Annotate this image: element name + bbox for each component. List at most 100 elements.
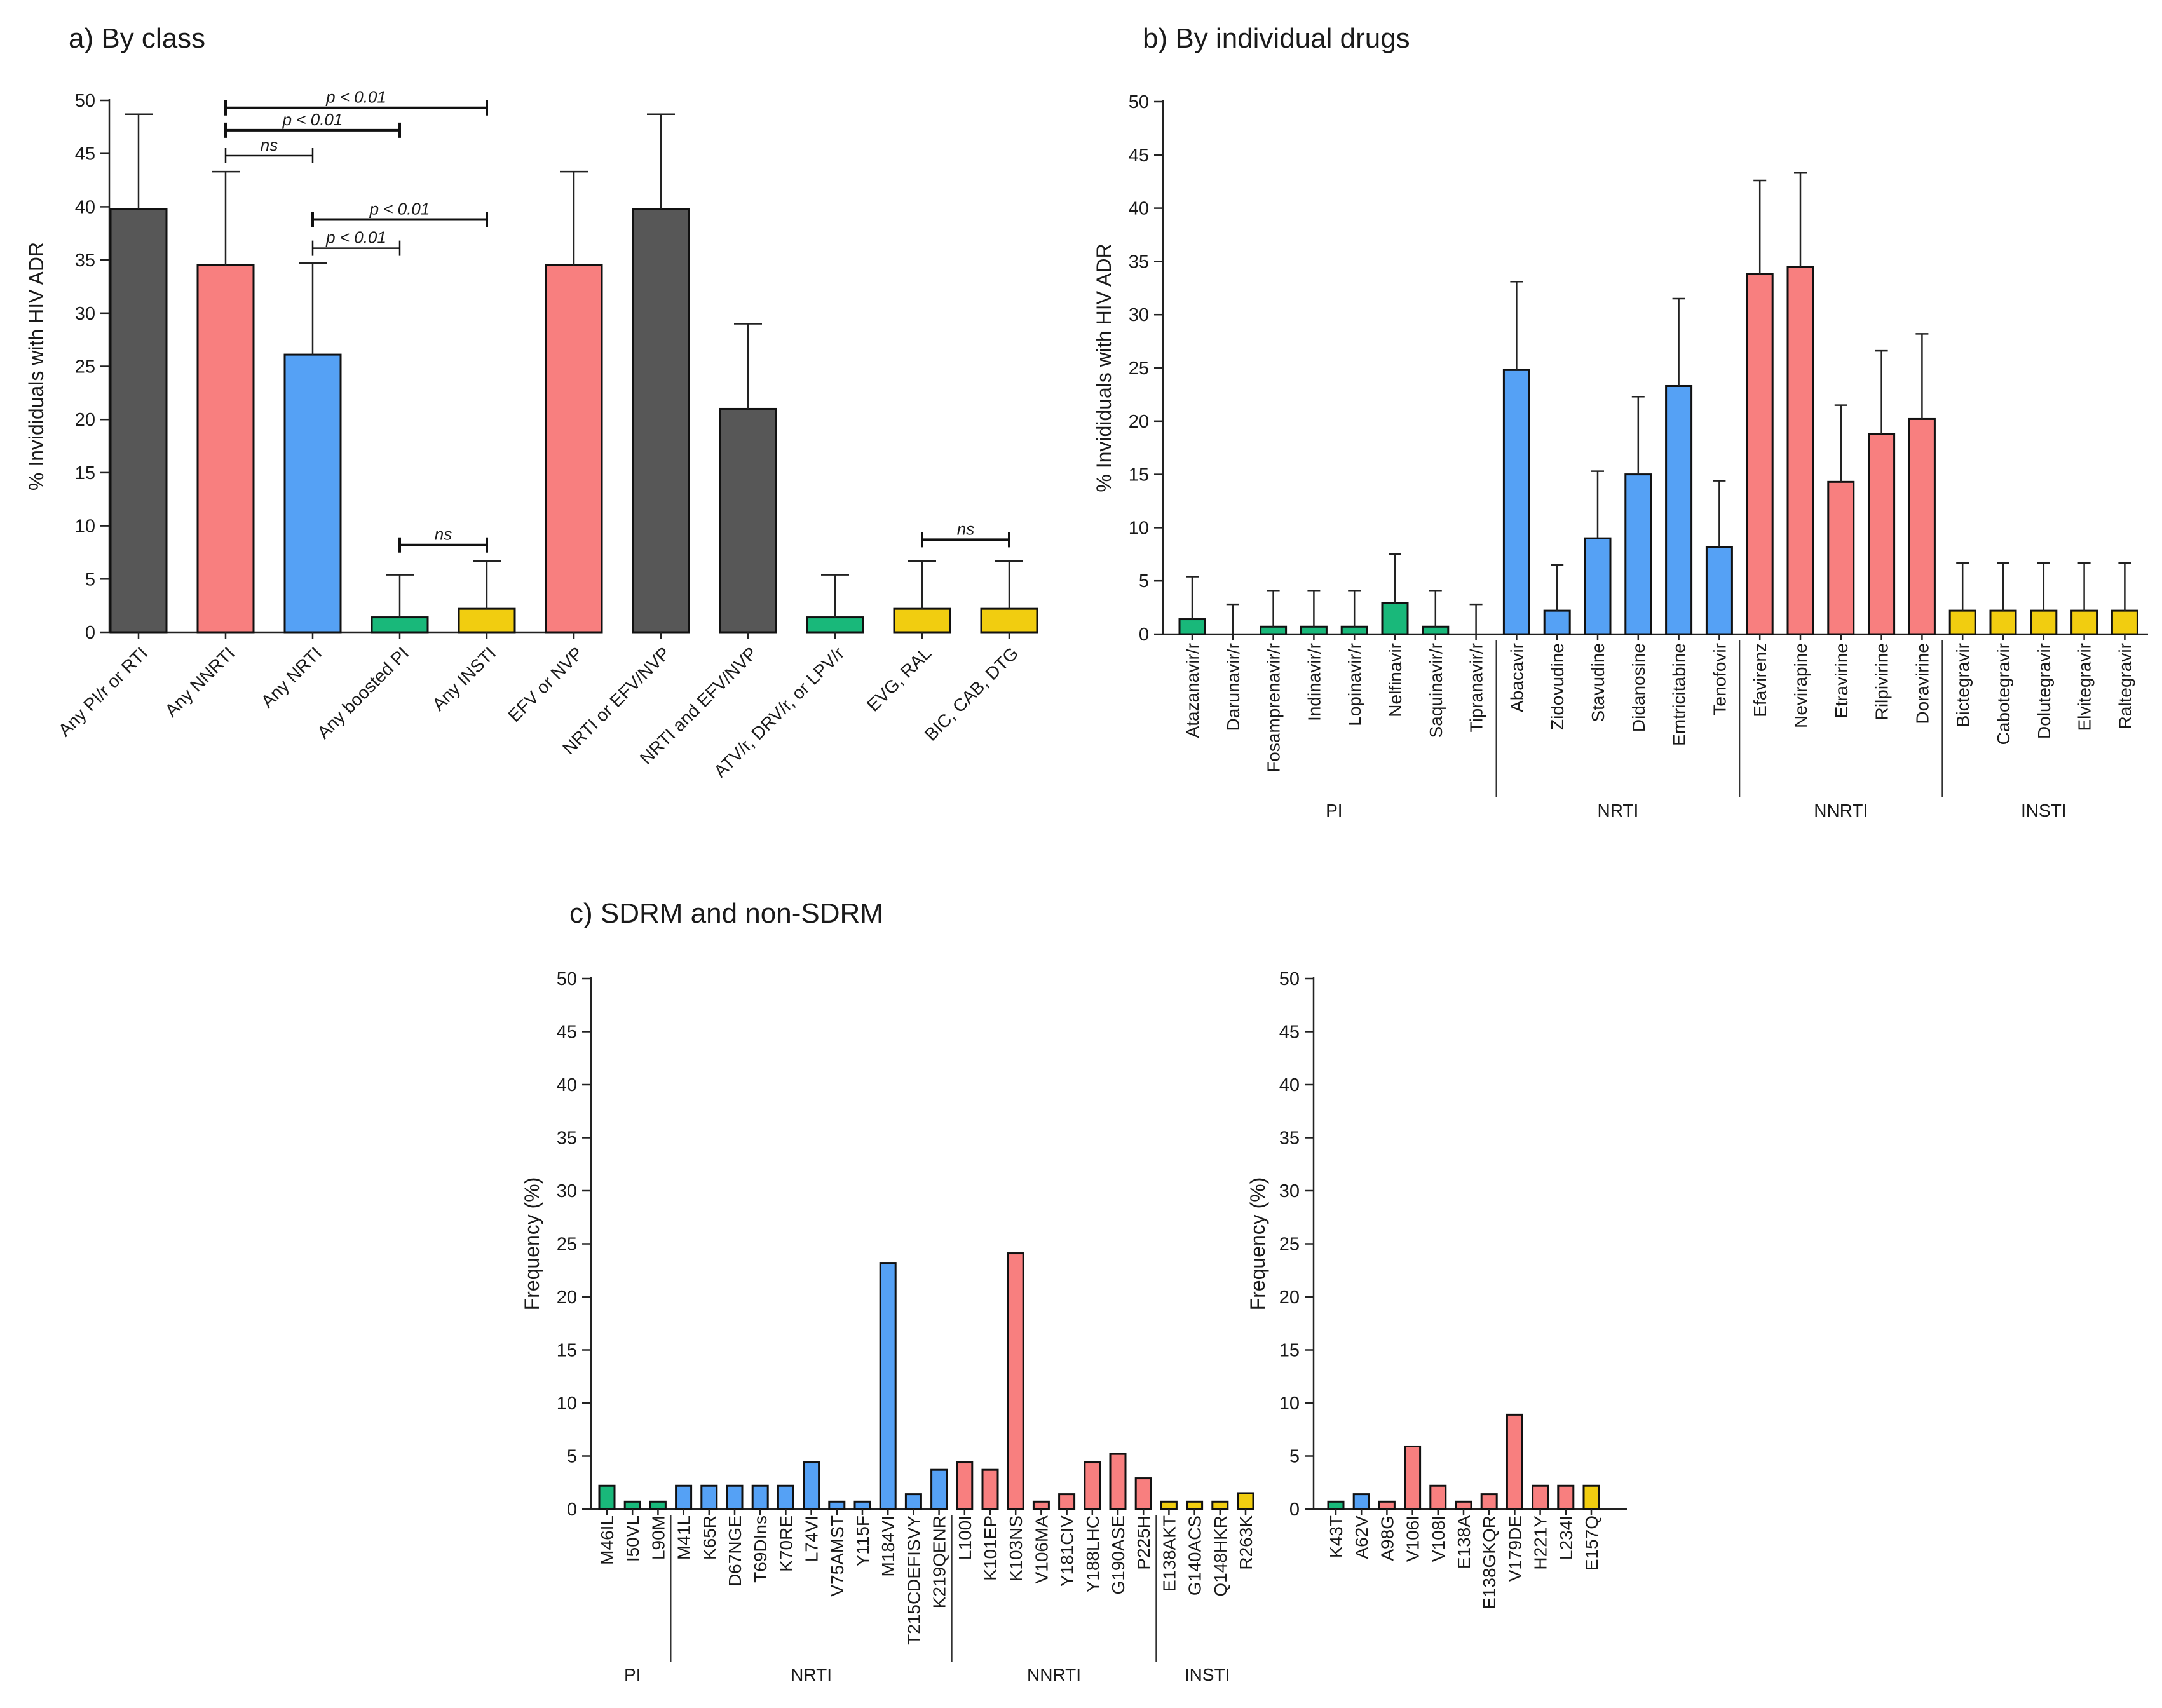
group-label-insti: INSTI xyxy=(1185,1665,1230,1684)
significance-label: ns xyxy=(435,525,452,544)
category-label-darunavir-r: Darunavir/r xyxy=(1223,643,1243,731)
y-tick-label-50: 50 xyxy=(557,969,577,989)
bar-r263k xyxy=(1237,1492,1254,1510)
category-label-stavudine: Stavudine xyxy=(1588,643,1608,722)
significance-bracket xyxy=(921,532,1010,548)
y-tick-label-20: 20 xyxy=(557,1287,577,1308)
group-label-insti: INSTI xyxy=(2021,801,2067,820)
y-tick-label-50: 50 xyxy=(1279,969,1300,989)
bar-v75amst xyxy=(828,1500,846,1510)
bar-y188lhc xyxy=(1084,1461,1101,1510)
bar-k101ep xyxy=(981,1468,999,1510)
category-label-g190ase: G190ASE xyxy=(1108,1515,1128,1595)
y-tick-label-5: 5 xyxy=(1289,1447,1300,1467)
y-tick-label-45: 45 xyxy=(1279,1022,1300,1043)
y-tick-label-35: 35 xyxy=(557,1128,577,1149)
category-label-evg-ral: EVG, RAL xyxy=(863,643,935,715)
bar-h221y xyxy=(1532,1484,1549,1510)
group-label-pi: PI xyxy=(624,1665,641,1684)
category-label-m46il: M46IL xyxy=(597,1515,617,1565)
y-tick-label-45: 45 xyxy=(75,144,95,165)
panel-title: b) By individual drugs xyxy=(1143,23,1410,54)
category-label-l74vi: L74VI xyxy=(802,1515,822,1562)
significance-label: p < 0.01 xyxy=(325,88,386,107)
y-tick-label-40: 40 xyxy=(557,1075,577,1095)
bar-any-boosted-pi xyxy=(371,616,429,634)
bar-efavirenz xyxy=(1746,273,1774,635)
y-tick-label-25: 25 xyxy=(1279,1235,1300,1255)
category-label-e138a: E138A xyxy=(1454,1515,1474,1569)
bar-q148hkr xyxy=(1211,1500,1229,1510)
bar-e138gkqr xyxy=(1480,1493,1498,1510)
bar-a98g xyxy=(1378,1500,1396,1510)
category-label-i50vl: I50VL xyxy=(623,1515,642,1562)
category-label-didanosine: Didanosine xyxy=(1629,643,1649,732)
category-label-atazanavir-r: Atazanavir/r xyxy=(1183,643,1202,738)
bar-l234i xyxy=(1557,1484,1575,1510)
bar-didanosine xyxy=(1624,473,1652,635)
category-label-lopinavir-r: Lopinavir/r xyxy=(1345,643,1364,726)
category-label-v179de: V179DE xyxy=(1505,1515,1525,1582)
group-label-nnrti: NNRTI xyxy=(1814,801,1868,820)
bar-k65r xyxy=(700,1484,718,1510)
y-axis-title: Frequency (%) xyxy=(520,1177,543,1311)
category-label-tenofovir: Tenofovir xyxy=(1710,643,1729,715)
category-label-m184vi: M184VI xyxy=(878,1515,898,1577)
bar-atazanavir-r xyxy=(1178,618,1206,635)
y-tick-label-0: 0 xyxy=(1139,625,1149,645)
group-label-nrti: NRTI xyxy=(791,1665,832,1684)
category-label-e138akt: E138AKT xyxy=(1159,1515,1179,1592)
category-label-doravirine: Doravirine xyxy=(1912,643,1932,724)
bar-etravirine xyxy=(1827,480,1855,635)
bar-g190ase xyxy=(1109,1453,1127,1510)
y-tick-label-35: 35 xyxy=(1129,252,1149,272)
category-label-q148hkr: Q148HKR xyxy=(1211,1515,1230,1597)
bar-k103ns xyxy=(1007,1252,1024,1510)
y-tick-label-30: 30 xyxy=(1129,305,1149,325)
panel-title: c) SDRM and non-SDRM xyxy=(569,898,883,929)
category-label-k43t: K43T xyxy=(1326,1515,1346,1558)
y-tick-label-20: 20 xyxy=(75,410,95,430)
category-label-emtricitabine: Emtricitabine xyxy=(1669,643,1689,746)
category-label-tipranavir-r: Tipranavir/r xyxy=(1467,643,1486,733)
bar-k219qenr xyxy=(930,1468,948,1510)
y-tick-label-40: 40 xyxy=(1129,199,1149,219)
bar-l100i xyxy=(956,1461,974,1510)
category-label-zidovudine: Zidovudine xyxy=(1547,643,1567,730)
bar-evg-ral xyxy=(893,607,951,634)
bar-doravirine xyxy=(1908,417,1936,635)
panel-c-sdrm: c) SDRM and non-SDRM Frequency (%) 0 5 10 15 2… xyxy=(520,898,1256,1684)
y-tick-label-15: 15 xyxy=(1279,1341,1300,1361)
bar-k70re xyxy=(777,1484,794,1510)
y-tick-label-35: 35 xyxy=(1279,1128,1300,1149)
y-tick-label-0: 0 xyxy=(567,1500,577,1520)
bar-v108i xyxy=(1429,1484,1447,1510)
bar-m46il xyxy=(598,1484,616,1510)
bar-a62v xyxy=(1352,1493,1370,1510)
category-label-rilpivirine: Rilpivirine xyxy=(1872,643,1892,720)
bar-bictegravir xyxy=(1948,609,1976,635)
bar-p225h xyxy=(1134,1477,1152,1510)
bar-e157q xyxy=(1582,1484,1600,1510)
y-tick-label-5: 5 xyxy=(1139,571,1149,592)
category-label-e138gkqr: E138GKQR xyxy=(1479,1515,1499,1610)
category-label-efavirenz: Efavirenz xyxy=(1750,643,1770,717)
category-label-t215cdefisvy: T215CDEFISVY xyxy=(904,1515,923,1645)
category-label-etravirine: Etravirine xyxy=(1832,643,1851,718)
category-label-abacavir: Abacavir xyxy=(1507,643,1526,712)
category-label-l234i: L234I xyxy=(1556,1515,1576,1560)
category-label-v106ma: V106MA xyxy=(1031,1515,1051,1584)
y-tick-label-35: 35 xyxy=(75,250,95,271)
bar-g140acs xyxy=(1186,1500,1204,1510)
bar-e138akt xyxy=(1160,1500,1178,1510)
bar-emtricitabine xyxy=(1665,384,1693,635)
category-label-elvitegravir: Elvitegravir xyxy=(2075,643,2095,731)
significance-bracket xyxy=(224,122,401,138)
category-label-l90m: L90M xyxy=(648,1515,668,1560)
significance-label: p < 0.01 xyxy=(325,228,386,247)
panel-c-non-sdrm: Frequency (%) 0 5 10 15 20 25 30 35 40 45 50 K43T A62… xyxy=(1246,969,1627,1610)
category-label-fosamprenavir-r: Fosamprenavir/r xyxy=(1264,643,1284,773)
bar-tenofovir xyxy=(1705,546,1733,635)
category-label-t69dins: T69DIns xyxy=(751,1515,770,1583)
y-tick-label-15: 15 xyxy=(557,1341,577,1361)
